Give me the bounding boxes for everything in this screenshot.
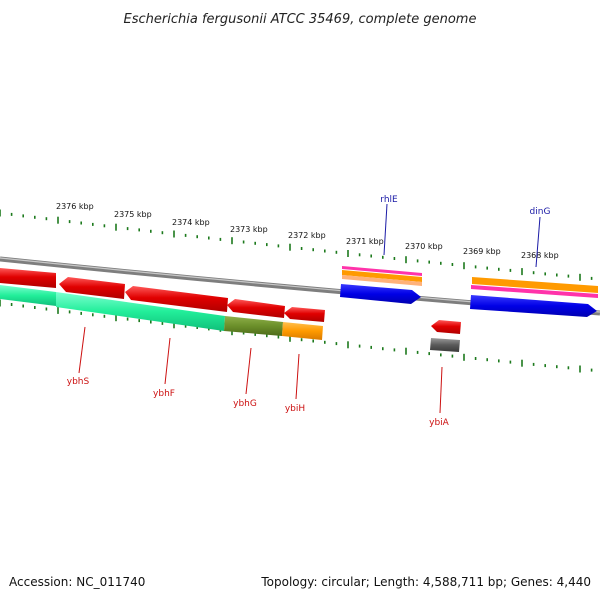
tick-label: 2368 kbp xyxy=(521,251,559,260)
gene-feature-dinG-orange xyxy=(472,277,598,293)
gene-arrow-ybhS xyxy=(0,268,56,288)
map-title: Escherichia fergusonii ATCC 35469, compl… xyxy=(124,12,477,27)
gene-feature-dinG-pink xyxy=(471,285,598,298)
gene-label-ybhG: ybhG xyxy=(233,399,257,409)
gene-label-ybhF: ybhF xyxy=(153,389,175,399)
topology-label: Topology: circular; Length: 4,588,711 bp… xyxy=(261,575,591,589)
leader-line-ybhF xyxy=(164,337,171,385)
gene-arrow-ybiH xyxy=(284,307,325,322)
gene-feature-rhlE-pink xyxy=(342,266,422,276)
gene-arrow-ybiA xyxy=(431,320,461,334)
tick-label: 2370 kbp xyxy=(405,242,443,251)
gene-arrow-dinG xyxy=(470,295,597,317)
gene-labels: rhlE dinG ybhS ybhF ybhG ybiH ybiA xyxy=(67,195,551,428)
gene-feature-ybiA-gray xyxy=(430,338,460,352)
gene-arrow-ybhG xyxy=(227,299,285,318)
gene-arrow-rhlE xyxy=(340,284,421,304)
leader-line-ybhG xyxy=(245,347,252,395)
gene-label-leaders xyxy=(78,203,541,414)
outer-tick-ring xyxy=(0,209,593,281)
tick-label: 2375 kbp xyxy=(114,210,152,219)
gene-feature-ybhS-teal xyxy=(0,285,56,306)
tick-label: 2372 kbp xyxy=(288,231,326,240)
tick-label: 2373 kbp xyxy=(230,225,268,234)
leader-line-ybiA xyxy=(439,366,443,414)
gene-label-rhlE: rhlE xyxy=(380,195,398,205)
gene-feature-rhlE-salmon xyxy=(342,275,422,286)
forward-strand-features xyxy=(340,266,598,317)
gene-feature-ybhG-olive xyxy=(224,316,283,336)
gene-feature-rhlE-orange xyxy=(342,270,422,282)
leader-line-ybhS xyxy=(78,326,86,374)
tick-label: 2371 kbp xyxy=(346,237,384,246)
tick-label: 2374 kbp xyxy=(172,218,210,227)
gene-feature-ybhF-teal xyxy=(56,292,225,331)
gene-arrow-ybhF xyxy=(125,286,228,312)
tick-label: 2376 kbp xyxy=(56,202,94,211)
gene-label-ybiH: ybiH xyxy=(285,404,305,414)
leader-line-rhlE xyxy=(383,203,388,256)
gene-label-ybiA: ybiA xyxy=(429,418,450,428)
gene-arrow-ybhR xyxy=(59,277,125,299)
gene-label-dinG: dinG xyxy=(530,207,551,217)
gene-feature-ybiH-orange xyxy=(282,322,323,340)
gene-label-ybhS: ybhS xyxy=(67,377,90,387)
leader-line-ybiH xyxy=(295,353,300,400)
accession-label: Accession: NC_011740 xyxy=(9,575,146,589)
leader-line-dinG xyxy=(535,216,541,268)
tick-labels: 2376 kbp 2375 kbp 2374 kbp 2373 kbp 2372… xyxy=(56,202,559,260)
reverse-strand-features xyxy=(0,268,461,352)
tick-label: 2369 kbp xyxy=(463,247,501,256)
